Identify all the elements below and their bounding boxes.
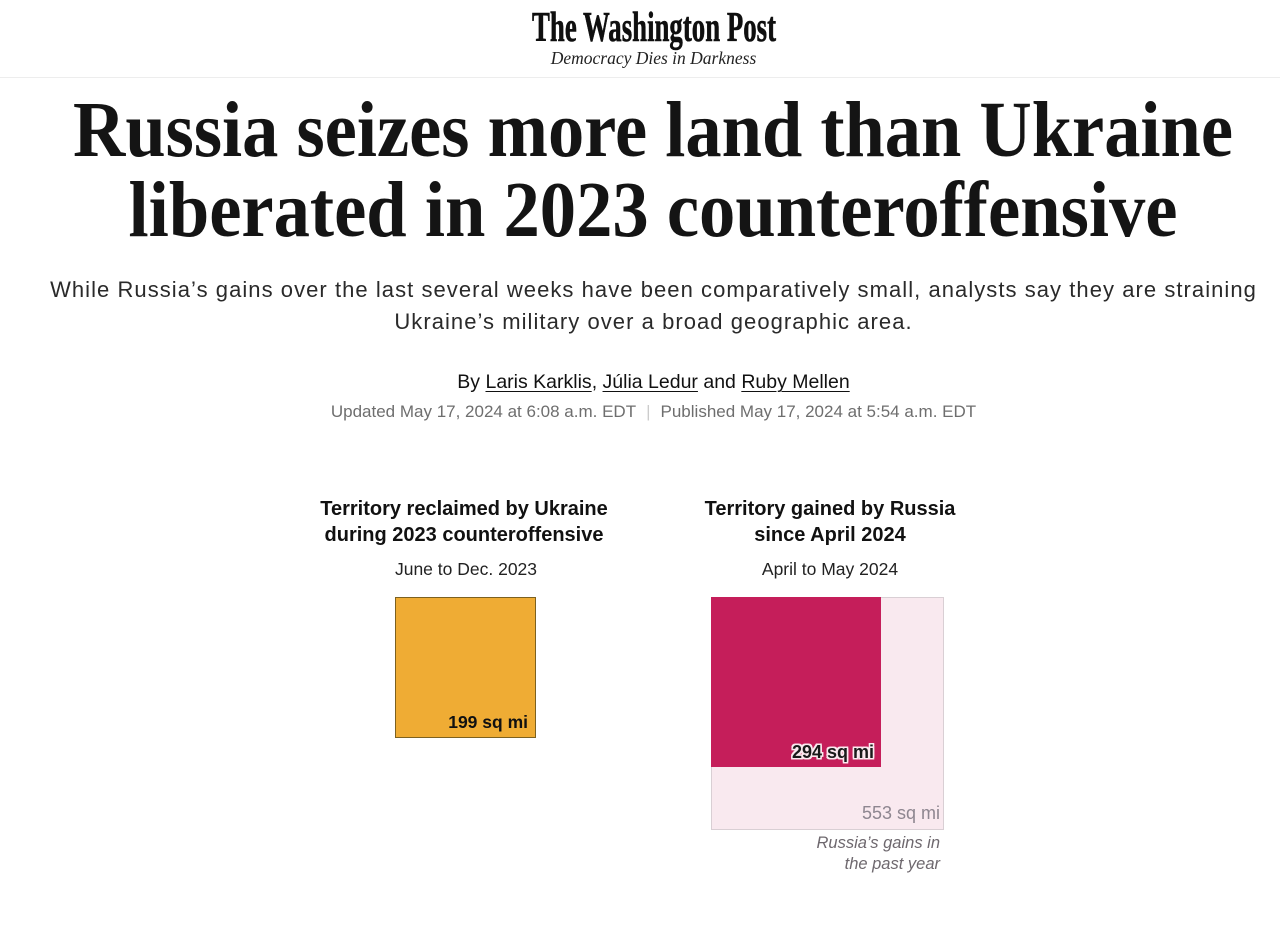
svg-text:The Washington Post: The Washington Post: [532, 5, 776, 51]
svg-text:liberated in 2023 counteroffen: liberated in 2023 counteroffensive: [129, 167, 1178, 254]
svg-text:Russia seizes more land than U: Russia seizes more land than Ukraine: [73, 87, 1233, 174]
